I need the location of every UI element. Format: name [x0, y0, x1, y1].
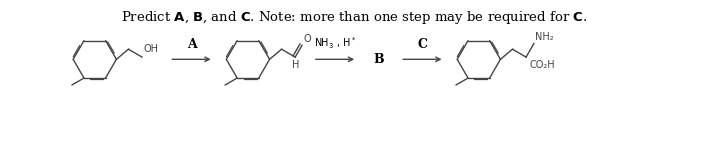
- Text: C: C: [418, 38, 428, 51]
- Text: Predict $\mathbf{A}$, $\mathbf{B}$, and $\mathbf{C}$. Note: more than one step m: Predict $\mathbf{A}$, $\mathbf{B}$, and …: [121, 9, 588, 26]
- Text: H: H: [291, 60, 299, 70]
- Text: NH$_3$ , H$^*$: NH$_3$ , H$^*$: [314, 36, 356, 51]
- Text: B: B: [374, 53, 384, 66]
- Text: CO₂H: CO₂H: [529, 60, 554, 70]
- Text: OH: OH: [144, 44, 159, 54]
- Text: NH₂: NH₂: [535, 32, 554, 43]
- Text: O: O: [303, 34, 311, 44]
- Text: A: A: [186, 38, 196, 51]
